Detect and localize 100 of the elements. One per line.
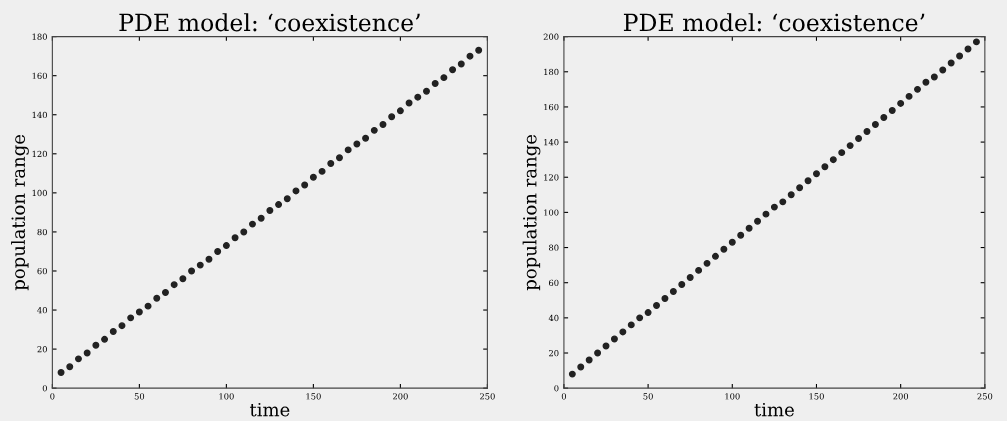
point xyxy=(466,52,474,60)
x-tick-label: 150 xyxy=(809,393,824,400)
point xyxy=(440,74,448,82)
point xyxy=(577,363,585,371)
y-tick-label: 140 xyxy=(544,139,559,146)
x-tick-label: 250 xyxy=(480,393,495,400)
point xyxy=(292,187,300,195)
point xyxy=(449,66,457,74)
point xyxy=(222,242,230,250)
point xyxy=(787,191,795,199)
point xyxy=(283,195,291,203)
point xyxy=(863,128,871,136)
y-tick-label: 80 xyxy=(37,228,47,236)
point xyxy=(669,288,677,295)
point xyxy=(947,59,955,67)
point xyxy=(838,149,846,157)
y-tick-label: 180 xyxy=(544,68,559,76)
point xyxy=(170,281,178,289)
y-tick-label: 80 xyxy=(549,244,559,251)
point xyxy=(695,266,703,274)
y-tick-label: 160 xyxy=(544,103,559,111)
point xyxy=(336,154,343,162)
point xyxy=(327,160,335,168)
point xyxy=(161,288,169,296)
point xyxy=(109,328,117,335)
y-tick-label: 200 xyxy=(543,33,559,40)
point xyxy=(594,349,602,357)
y-tick-label: 40 xyxy=(37,307,47,314)
point xyxy=(57,369,65,377)
x-tick-label: 50 xyxy=(134,393,145,400)
point xyxy=(653,302,660,310)
y-axis-title: population range xyxy=(522,134,541,291)
y-tick-label: 20 xyxy=(549,349,559,357)
point xyxy=(188,267,196,275)
point xyxy=(379,121,387,128)
x-tick-label: 200 xyxy=(893,393,909,400)
point xyxy=(66,363,74,371)
point xyxy=(231,234,239,242)
y-tick-label: 120 xyxy=(544,174,559,181)
point xyxy=(309,173,317,181)
x-tick-label: 50 xyxy=(643,393,653,400)
point xyxy=(678,280,686,288)
point xyxy=(74,355,82,363)
point xyxy=(135,308,143,316)
point xyxy=(871,121,879,128)
point xyxy=(301,181,309,189)
point xyxy=(922,78,930,86)
y-tick-label: 100 xyxy=(32,189,47,197)
point xyxy=(205,255,213,263)
point xyxy=(711,252,719,260)
point xyxy=(939,66,947,74)
y-tick-label: 100 xyxy=(544,209,559,216)
point xyxy=(686,273,694,281)
point xyxy=(796,184,804,192)
point xyxy=(779,198,787,206)
point xyxy=(880,114,888,121)
y-tick-label: 60 xyxy=(37,267,47,275)
point xyxy=(914,85,921,93)
y-tick-label: 120 xyxy=(32,150,47,158)
x-tick-label: 200 xyxy=(393,393,408,400)
point xyxy=(101,335,109,343)
y-tick-label: 0 xyxy=(554,385,559,392)
point xyxy=(196,261,204,269)
x-axis-title: time xyxy=(754,402,794,417)
point xyxy=(92,341,100,349)
point xyxy=(610,335,618,343)
x-tick-label: 150 xyxy=(306,393,321,400)
point xyxy=(905,92,913,100)
point xyxy=(144,302,152,310)
point xyxy=(431,80,439,87)
x-tick-label: 0 xyxy=(50,393,55,400)
point xyxy=(457,60,465,68)
y-tick-label: 60 xyxy=(549,279,559,286)
x-tick-label: 100 xyxy=(219,393,234,400)
y-tick-label: 140 xyxy=(32,111,47,119)
point xyxy=(745,224,753,232)
point xyxy=(888,106,896,114)
point xyxy=(275,201,283,209)
y-tick-label: 180 xyxy=(32,33,47,40)
point xyxy=(804,177,812,185)
point xyxy=(414,93,422,101)
point xyxy=(737,231,745,239)
point xyxy=(214,247,222,255)
point xyxy=(720,245,728,253)
point xyxy=(644,309,652,317)
point xyxy=(821,163,829,171)
point xyxy=(585,356,593,364)
point xyxy=(388,113,396,121)
point xyxy=(179,275,187,283)
point xyxy=(636,314,644,322)
point xyxy=(83,349,91,357)
point xyxy=(956,52,964,60)
point xyxy=(127,314,135,322)
point xyxy=(249,220,256,228)
y-tick-label: 40 xyxy=(548,314,559,322)
point xyxy=(153,294,161,302)
point xyxy=(353,140,361,148)
point xyxy=(703,259,711,267)
y-tick-label: 0 xyxy=(42,385,47,392)
point xyxy=(762,210,770,218)
